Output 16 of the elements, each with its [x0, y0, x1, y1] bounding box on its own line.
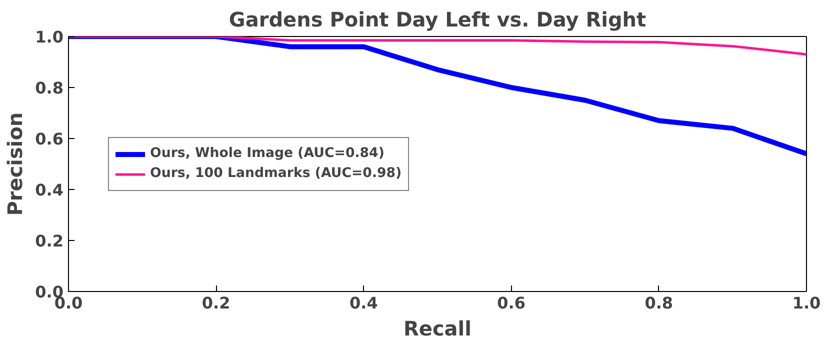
y-tick-label: 0.2 — [35, 232, 64, 250]
y-tick-label: 0.6 — [35, 130, 64, 148]
x-tick-label: 0.8 — [644, 294, 674, 312]
x-tick-label: 0.6 — [497, 294, 526, 312]
x-tick-label: 0.4 — [350, 294, 378, 312]
x-tick-label: 0.2 — [202, 294, 230, 312]
y-axis-title: Precision — [3, 112, 28, 216]
line-series — [68, 36, 806, 56]
legend-label: Ours, 100 Landmarks (AUC=0.98) — [150, 166, 402, 181]
chart-title: Gardens Point Day Left vs. Day Right — [228, 8, 647, 32]
x-axis-title: Recall — [403, 316, 472, 340]
legend-label: Ours, Whole Image (AUC=0.84) — [150, 146, 384, 161]
y-tick-label: 0.8 — [35, 78, 64, 98]
x-tick-label: 1.0 — [792, 294, 821, 312]
y-tick-label: 1.0 — [35, 28, 64, 46]
y-tick-label: 0.4 — [35, 180, 64, 200]
